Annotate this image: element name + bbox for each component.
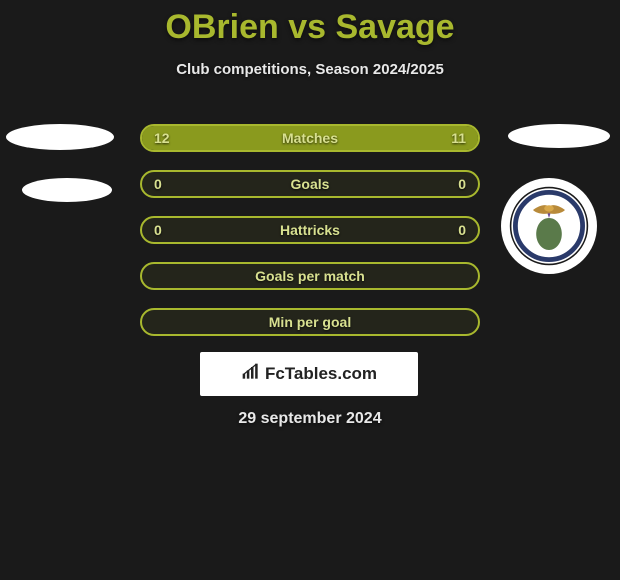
stat-value-right: 0 — [458, 222, 466, 238]
stat-value-left: 12 — [154, 130, 170, 146]
stat-row-min-per-goal: Min per goal — [140, 308, 480, 336]
club-right-crest-icon — [501, 178, 597, 274]
player-right-photo-placeholder — [508, 124, 610, 148]
page-title: OBrien vs Savage — [0, 0, 620, 47]
stat-value-left: 0 — [154, 176, 162, 192]
stat-label: Min per goal — [269, 314, 351, 330]
stat-label: Goals per match — [255, 268, 365, 284]
stat-value-right: 0 — [458, 176, 466, 192]
stat-value-left: 0 — [154, 222, 162, 238]
stat-row-matches: 12 Matches 11 — [140, 124, 480, 152]
brand-badge: FcTables.com — [200, 352, 418, 396]
stat-label: Hattricks — [280, 222, 340, 238]
brand-logo: FcTables.com — [241, 363, 377, 386]
club-left-logo-placeholder — [22, 178, 112, 202]
stat-row-hattricks: 0 Hattricks 0 — [140, 216, 480, 244]
subtitle: Club competitions, Season 2024/2025 — [0, 61, 620, 78]
stat-row-goals-per-match: Goals per match — [140, 262, 480, 290]
stat-label: Goals — [291, 176, 330, 192]
chart-icon — [241, 363, 261, 386]
stat-row-goals: 0 Goals 0 — [140, 170, 480, 198]
player-left-photo-placeholder — [6, 124, 114, 150]
date-text: 29 september 2024 — [0, 410, 620, 428]
stat-value-right: 11 — [451, 130, 466, 146]
brand-text: FcTables.com — [265, 364, 377, 384]
stats-list: 12 Matches 11 0 Goals 0 0 Hattricks 0 Go… — [140, 124, 480, 354]
stat-label: Matches — [282, 130, 338, 146]
